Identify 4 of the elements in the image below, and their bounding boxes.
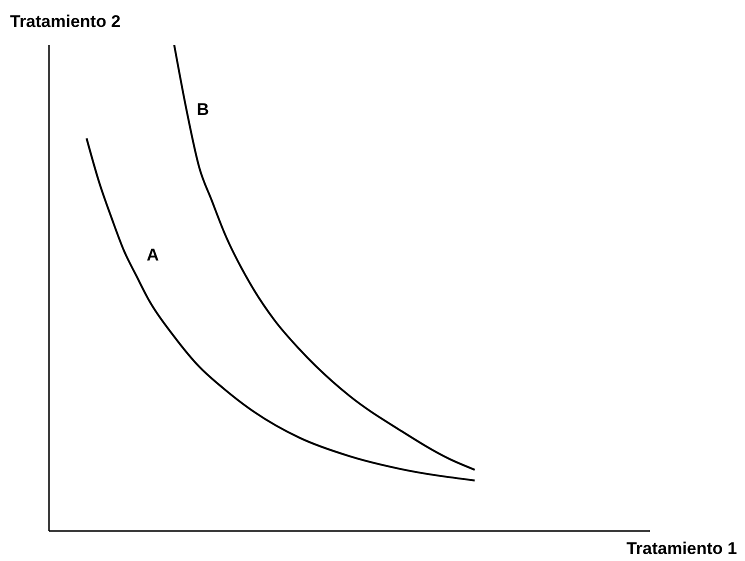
series-label: B [196, 100, 210, 120]
x-axis-title: Tratamiento 1 [626, 539, 737, 559]
y-axis-title: Tratamiento 2 [10, 12, 121, 32]
series-label: A [146, 245, 159, 264]
